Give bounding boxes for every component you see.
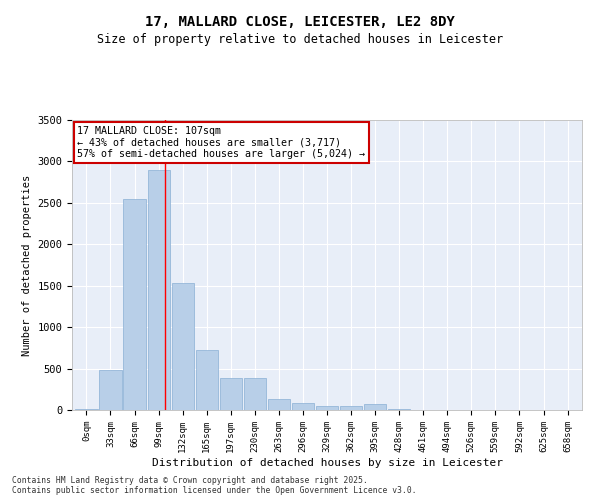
Bar [268, 399, 290, 410]
Bar [172, 283, 194, 410]
Text: 17, MALLARD CLOSE, LEICESTER, LE2 8DY: 17, MALLARD CLOSE, LEICESTER, LE2 8DY [145, 15, 455, 29]
Bar [148, 170, 170, 410]
Bar [124, 198, 146, 410]
Bar [388, 409, 410, 410]
Bar [76, 409, 98, 410]
Bar [340, 406, 362, 410]
Bar [316, 406, 338, 410]
Text: 17 MALLARD CLOSE: 107sqm
← 43% of detached houses are smaller (3,717)
57% of sem: 17 MALLARD CLOSE: 107sqm ← 43% of detach… [77, 126, 365, 159]
Bar [292, 404, 314, 410]
Bar [244, 378, 266, 410]
X-axis label: Distribution of detached houses by size in Leicester: Distribution of detached houses by size … [151, 458, 503, 468]
Text: Size of property relative to detached houses in Leicester: Size of property relative to detached ho… [97, 32, 503, 46]
Text: Contains HM Land Registry data © Crown copyright and database right 2025.
Contai: Contains HM Land Registry data © Crown c… [12, 476, 416, 495]
Bar [100, 370, 122, 410]
Bar [196, 350, 218, 410]
Y-axis label: Number of detached properties: Number of detached properties [22, 174, 32, 356]
Bar [364, 404, 386, 410]
Bar [220, 378, 242, 410]
